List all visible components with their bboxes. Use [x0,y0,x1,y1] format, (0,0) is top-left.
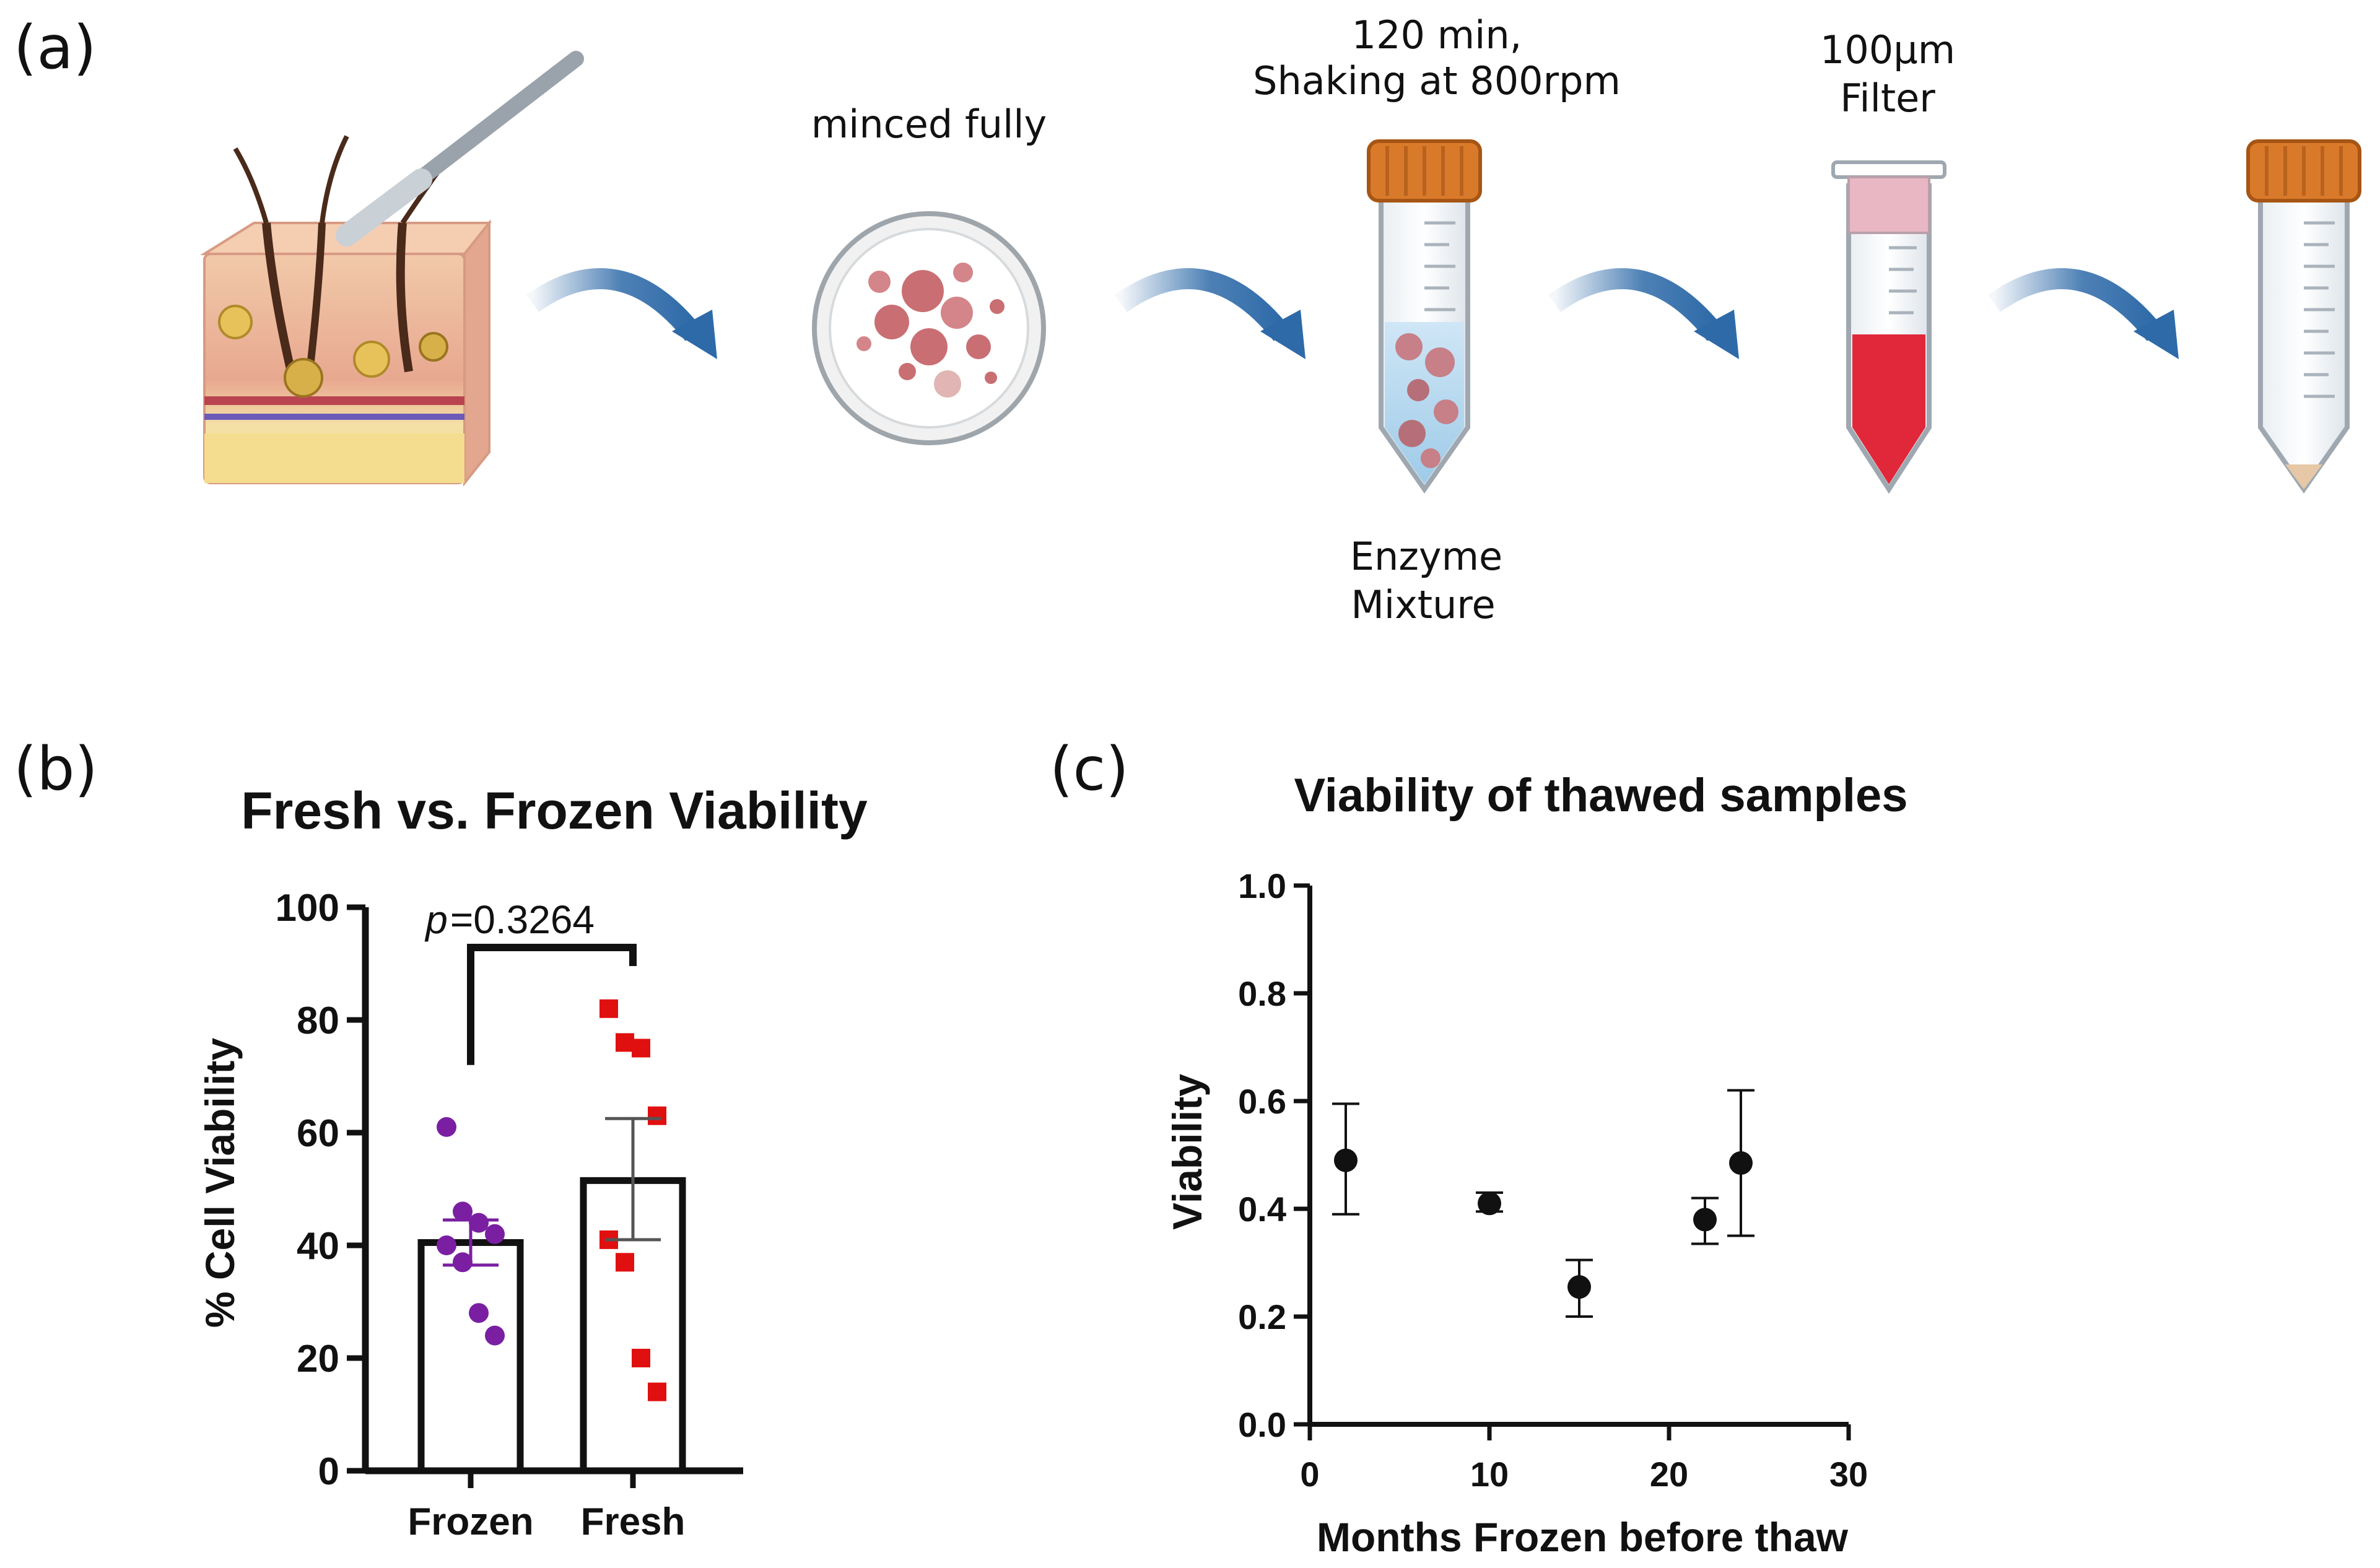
arrow-icon [1548,268,1739,359]
workflow-arrows [526,268,2179,359]
y-tick-label: 40 [297,1225,339,1268]
x-axis-label: Months Frozen before thaw [1317,1514,1849,1560]
data-point-frozen [453,1252,473,1273]
p-value-annotation: p=0.3264 [424,897,595,942]
data-point-fresh [648,1106,666,1125]
x-tick-label: 10 [1470,1455,1509,1494]
p-value: =0.3264 [450,897,595,942]
petri-dish-icon [812,211,1046,445]
chart-title: Viability of thawed samples [1294,769,1907,822]
data-point-frozen [469,1213,489,1233]
y-tick-label: 0.0 [1238,1405,1286,1444]
data-point [1729,1151,1753,1175]
p-symbol: p [424,897,448,942]
y-tick-label: 0.2 [1238,1297,1286,1336]
y-axis-label: Viability [1164,1074,1210,1230]
data-point-fresh [616,1253,634,1272]
panel-label-a: (a) [14,13,97,82]
x-tick-label: 0 [1300,1455,1319,1494]
arrow-icon [526,268,717,359]
data-point-fresh [616,1033,634,1052]
data-point-frozen [485,1325,505,1346]
tube-enzyme-icon [1367,139,1482,494]
data-point-frozen [469,1303,489,1323]
panel-label-b: (b) [14,734,98,804]
data-point-fresh [632,1039,650,1058]
panel-a: (a) [14,12,2361,627]
tube-empty-icon [2246,139,2361,494]
data-point-frozen [437,1235,456,1255]
data-point-fresh [632,1349,650,1367]
step-enzyme-label-line1: Enzyme [1350,534,1502,579]
data-point [1334,1148,1358,1172]
step-filter-label-line2: Filter [1840,76,1935,121]
skin-tissue-scalpel-icon [200,51,584,487]
y-tick-label: 80 [297,1000,339,1042]
data-point [1567,1275,1591,1299]
step-filter-label-line1: 100μm [1820,27,1955,72]
step-incubation-label-line2: Shaking at 800rpm [1253,58,1621,103]
y-tick-label: 100 [276,887,339,930]
y-tick-label: 0.8 [1238,974,1286,1013]
y-tick-label: 1.0 [1238,866,1286,905]
data-point-frozen [485,1224,505,1244]
y-tick-label: 60 [297,1112,339,1155]
step-minced-label: minced fully [811,102,1047,147]
data-point-fresh [648,1382,666,1401]
panel-label-c: (c) [1050,734,1129,804]
data-point [1478,1191,1501,1216]
panel-b-chart: (b) Fresh vs. Frozen Viability % Cell Vi… [14,734,868,1543]
step-enzyme-label-line2: Mixture [1351,582,1495,627]
data-point-frozen [437,1117,456,1137]
data-point [1693,1208,1717,1232]
x-tick-label: 30 [1829,1455,1868,1494]
significance-bracket [467,944,637,1065]
y-axis-label: % Cell Viability [197,1038,243,1328]
y-tick-label: 0 [318,1450,339,1493]
y-tick-label: 0.6 [1238,1082,1286,1121]
tube-filter-icon [1831,160,1946,494]
bar-frozen [417,1239,524,1474]
data-point-fresh [599,999,618,1018]
y-tick-label: 20 [297,1338,339,1380]
x-tick-label: Fresh [581,1500,686,1543]
y-tick-label: 0.4 [1238,1190,1286,1229]
x-tick-label: 20 [1650,1455,1688,1494]
step-incubation-label-line1: 120 min, [1352,12,1522,58]
data-point-frozen [453,1201,473,1222]
panel-c-chart: (c) Viability of thawed samples Viabilit… [1050,734,1908,1560]
arrow-icon [1988,268,2179,359]
chart-title: Fresh vs. Frozen Viability [241,782,868,840]
x-tick-label: Frozen [408,1500,533,1543]
arrow-icon [1115,268,1306,359]
